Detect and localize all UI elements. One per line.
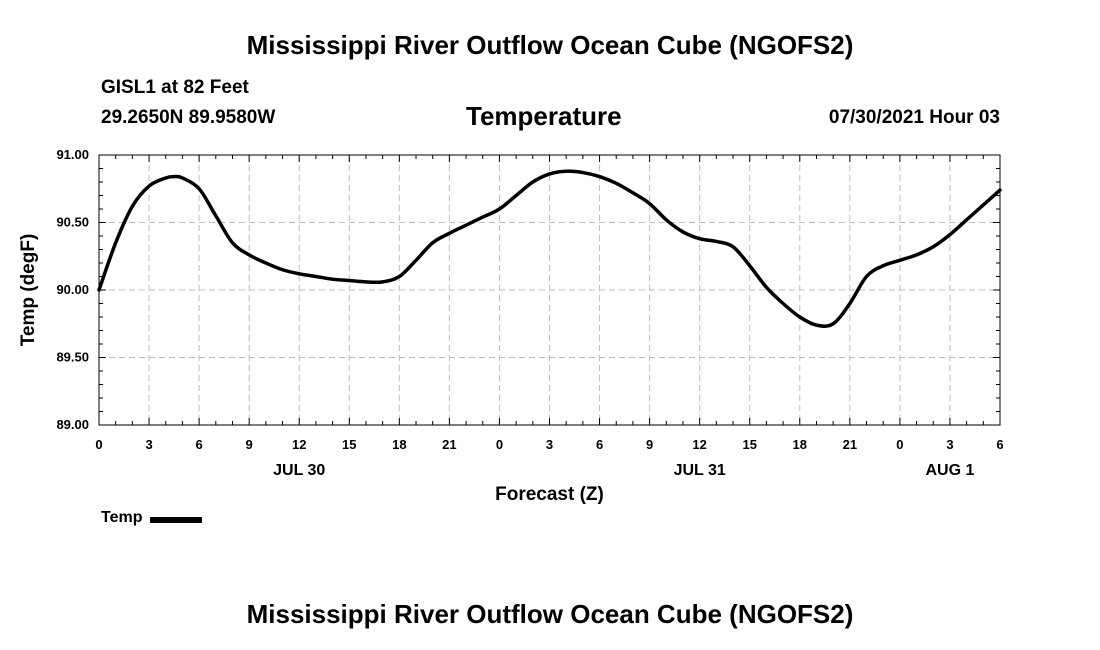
y-tick-label: 89.50 [56,350,89,365]
axis-ticks [98,154,1001,426]
x-tick-label: 21 [843,437,857,452]
x-tick-label: 15 [742,437,756,452]
x-tick-label: 0 [95,437,102,452]
y-tick-labels: 89.00 89.50 90.00 90.50 91.00 [56,147,89,432]
x-tick-label: 9 [246,437,253,452]
footer-title: Mississippi River Outflow Ocean Cube (NG… [246,599,854,629]
x-tick-label: 3 [145,437,152,452]
x-tick-label: 6 [996,437,1003,452]
y-tick-label: 90.50 [56,215,89,230]
x-tick-label: 12 [692,437,706,452]
x-tick-label: 15 [342,437,356,452]
x-tick-label: 0 [496,437,503,452]
datetime-label: 07/30/2021 Hour 03 [828,107,1000,128]
x-tick-label: 6 [195,437,202,452]
x-tick-label: 12 [292,437,306,452]
x-tick-labels: 0 3 6 9 12 15 18 21 0 3 6 9 12 15 18 21 0 3 6 [95,437,1003,452]
x-tick-label: 0 [896,437,903,452]
y-tick-label: 91.00 [56,147,89,162]
x-tick-label: 3 [546,437,553,452]
y-tick-label: 90.00 [56,282,89,297]
chart-title: Temperature [466,101,622,131]
date-label: JUL 30 [273,462,325,479]
date-labels: JUL 30 JUL 31 AUG 1 [273,462,974,479]
date-label: JUL 31 [674,462,726,479]
x-tick-label: 6 [596,437,603,452]
x-tick-label: 18 [793,437,807,452]
legend-label: Temp [101,509,143,526]
main-title: Mississippi River Outflow Ocean Cube (NG… [246,30,854,60]
y-tick-label: 89.00 [56,417,89,432]
y-axis-title: Temp (degF) [18,234,39,347]
station-label: GISL1 at 82 Feet [101,77,249,98]
legend-line-swatch [150,516,203,523]
date-label: AUG 1 [925,462,974,479]
grid-lines [99,155,1000,425]
coordinates-label: 29.2650N 89.9580W [101,107,276,128]
x-tick-label: 9 [646,437,653,452]
temp-series-line [97,169,1002,328]
x-tick-label: 3 [946,437,953,452]
x-axis-title: Forecast (Z) [495,484,604,505]
legend: Temp [101,509,203,527]
x-tick-label: 18 [392,437,406,452]
x-tick-label: 21 [442,437,456,452]
